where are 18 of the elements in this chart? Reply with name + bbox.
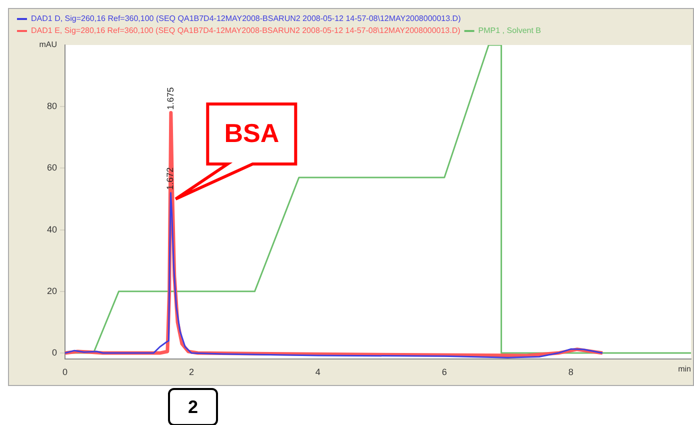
x-tick-label: 6	[442, 367, 447, 378]
x-axis-title: min	[678, 364, 691, 374]
x-tick-label: 8	[568, 367, 574, 378]
x-tick-label: 4	[315, 367, 320, 378]
annotation: BSA	[224, 118, 280, 148]
legend-label: DAD1 E, Sig=280,16 Ref=360,100 (SEQ QA1B7D4-12MAY2008-BSARUN2 2008-05-12 14-57-08\12MAY2008000013.D)	[31, 26, 461, 36]
x-tick-label: 2	[188, 367, 194, 378]
y-tick-label: 0	[52, 348, 57, 358]
y-tick-label: 60	[46, 162, 57, 173]
y-tick-label: 80	[46, 101, 57, 112]
y-axis-title: mAU	[39, 40, 58, 50]
annotation: 1.675	[165, 87, 176, 110]
legend-label: DAD1 D, Sig=260,16 Ref=360,100 (SEQ QA1B7D4-12MAY2008-BSARUN2 2008-05-12 14-57-08\12MAY2008000013.D)	[31, 14, 462, 24]
y-tick-label: 40	[46, 224, 57, 234]
x-tick-label: 0	[62, 367, 68, 378]
y-tick-label: 20	[46, 286, 57, 296]
legend-label: PMP1 , Solvent B	[478, 26, 541, 36]
annotation: 1.672	[165, 167, 176, 190]
